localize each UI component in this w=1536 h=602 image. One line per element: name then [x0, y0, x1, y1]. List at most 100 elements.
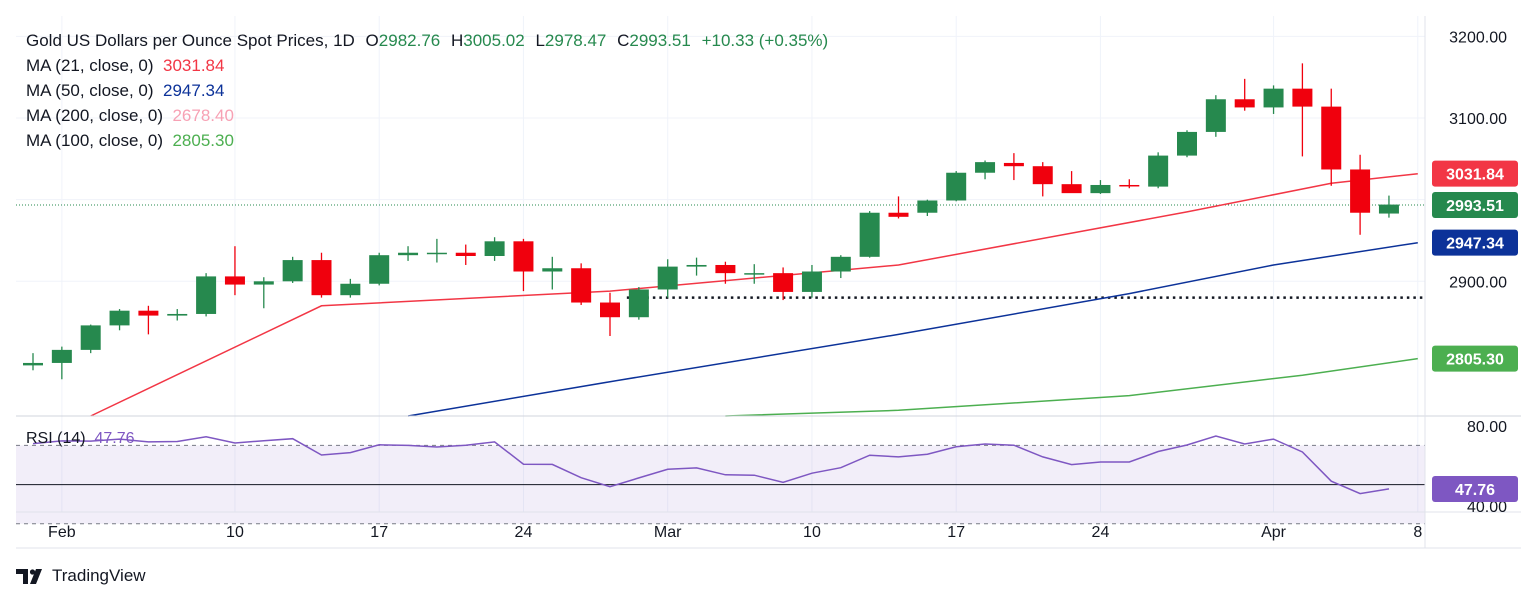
- candle-body: [975, 162, 996, 173]
- candle: [224, 246, 245, 296]
- candle: [311, 252, 332, 298]
- candle-body: [196, 276, 217, 314]
- y-tick-label: 2900.00: [1449, 274, 1507, 291]
- indicator-label: MA (200, close, 0): [26, 106, 164, 125]
- candle: [138, 305, 159, 335]
- indicator-value: 3031.84: [163, 56, 225, 75]
- candle-body: [1378, 204, 1399, 214]
- x-tick-label: Feb: [48, 524, 76, 541]
- price-tag-box: [1432, 191, 1518, 218]
- rsi-line: [32, 435, 1390, 495]
- ohlc-low: L2978.47: [535, 31, 606, 50]
- rsi-label: RSI (14): [26, 430, 86, 447]
- indicator-label: MA (50, close, 0): [26, 81, 154, 100]
- candle: [253, 277, 274, 309]
- high-value: 3005.02: [463, 31, 525, 50]
- rsi-pane: [16, 435, 1425, 525]
- close-label: C: [617, 31, 630, 50]
- ohlc-high: H3005.02: [451, 31, 525, 50]
- candle: [1292, 63, 1313, 157]
- brand[interactable]: TradingView: [16, 566, 146, 586]
- price-tag: 2993.51: [1432, 191, 1518, 218]
- candle-body: [1205, 99, 1226, 132]
- high-label: H: [450, 31, 464, 50]
- candle-body: [1032, 166, 1053, 185]
- candle: [282, 256, 303, 283]
- brand-name: TradingView: [52, 566, 146, 585]
- candle: [1090, 180, 1111, 194]
- candle: [859, 211, 880, 258]
- indicator-value: 2805.30: [172, 131, 234, 150]
- y-tick-label: 3100.00: [1449, 111, 1507, 128]
- candle-body: [628, 289, 649, 318]
- candle-body: [1119, 184, 1140, 187]
- symbol-header: Gold US Dollars per Ounce Spot Prices, 1…: [26, 28, 834, 53]
- rsi-value: 47.76: [94, 430, 135, 447]
- candle: [686, 257, 707, 276]
- candle: [51, 346, 72, 380]
- candle-body: [513, 241, 534, 272]
- candle-body: [686, 264, 707, 267]
- candle-body: [398, 252, 419, 256]
- candle-body: [1321, 106, 1342, 170]
- candle-body: [311, 260, 332, 296]
- candle: [1003, 153, 1024, 181]
- candle-body: [484, 241, 505, 256]
- candle: [80, 324, 101, 354]
- x-tick-label: 17: [370, 524, 388, 541]
- indicator-label: MA (21, close, 0): [26, 56, 154, 75]
- candle: [23, 353, 43, 371]
- price-tag-box: [1432, 475, 1518, 502]
- candle-body: [1292, 88, 1313, 107]
- price-tag-box: [1432, 229, 1518, 256]
- candle: [628, 287, 649, 320]
- candle-body: [253, 281, 274, 285]
- open-label: O: [365, 31, 379, 50]
- candle: [773, 267, 794, 301]
- candle: [1263, 85, 1284, 114]
- candle-body: [369, 255, 390, 284]
- price-tag-box: [1432, 345, 1518, 372]
- x-tick-label: 24: [515, 524, 533, 541]
- candle-body: [1061, 184, 1082, 194]
- candle: [1350, 154, 1371, 235]
- indicator-ma21[interactable]: MA (21, close, 0) 3031.84: [26, 53, 834, 78]
- candle-body: [946, 172, 967, 201]
- candle-body: [340, 283, 361, 296]
- candle-body: [224, 276, 245, 285]
- indicator-ma200[interactable]: MA (200, close, 0) 2678.40: [26, 103, 834, 128]
- candle-body: [917, 200, 938, 213]
- candle-body: [51, 349, 72, 363]
- change-value: +10.33 (+0.35%): [701, 31, 829, 50]
- candle: [1234, 78, 1255, 111]
- candle: [167, 309, 188, 321]
- candle: [1061, 171, 1082, 194]
- candle: [715, 261, 736, 284]
- y-tick-label: 3200.00: [1449, 29, 1507, 46]
- candle: [340, 278, 361, 298]
- price-tag-box: [1432, 160, 1518, 187]
- candle-body: [657, 266, 678, 290]
- price-tag-label: 2947.34: [1446, 236, 1504, 253]
- price-tag: 2805.30: [1432, 345, 1518, 372]
- candle-body: [744, 273, 765, 275]
- candle: [426, 238, 447, 263]
- indicator-value: 2678.40: [172, 106, 234, 125]
- candle-body: [167, 313, 188, 316]
- candle: [109, 309, 130, 331]
- indicator-ma100[interactable]: MA (100, close, 0) 2805.30: [26, 128, 834, 153]
- candle: [513, 238, 534, 292]
- candle: [1378, 195, 1399, 218]
- price-tag-label: 47.76: [1455, 482, 1495, 499]
- candle: [196, 273, 217, 317]
- x-tick-label: Mar: [654, 524, 682, 541]
- candle-body: [1148, 155, 1169, 187]
- rsi-legend[interactable]: RSI (14) 47.76: [26, 430, 135, 448]
- ohlc-open: O2982.76: [366, 31, 441, 50]
- rsi-tick-label: 40.00: [1467, 499, 1507, 516]
- candle: [542, 256, 563, 290]
- candle-body: [80, 325, 101, 350]
- candle-body: [773, 273, 794, 292]
- indicator-ma50[interactable]: MA (50, close, 0) 2947.34: [26, 78, 834, 103]
